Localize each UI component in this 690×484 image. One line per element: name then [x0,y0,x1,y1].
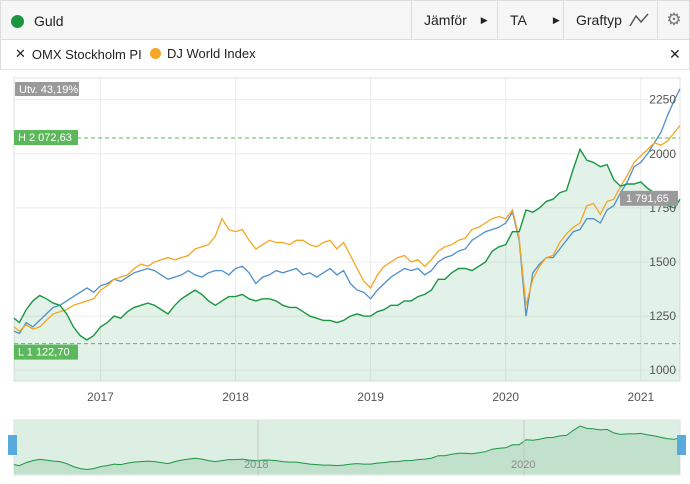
x-tick-label: 2019 [357,390,384,404]
remove-icon[interactable]: ✕ [15,46,26,61]
navigator-label-2020: 2020 [511,459,535,471]
series-line-omx [13,88,681,335]
change-label: Utv. 43,19% [19,84,78,96]
y-tick-label: 2250 [649,93,676,107]
charttype-label: Graftyp [576,12,622,28]
series-line-gold [13,147,681,341]
line-chart-icon [629,13,649,27]
ta-label: TA [510,12,527,28]
grid [14,78,680,381]
gear-icon[interactable]: ⚙ [657,1,690,39]
x-tick-label: 2020 [492,390,519,404]
compare-legend: ✕ OMX Stockholm PI DJ World Index ✕ [0,40,690,70]
legend-label-omx: OMX Stockholm PI [31,46,142,62]
caret-right-icon: ▶ [480,14,488,25]
y-tick-label: 1000 [649,363,676,377]
navigator-line [13,425,681,471]
navigator-label-2018: 2018 [244,459,268,471]
navigator-area-fill [14,426,680,474]
y-tick-label: 1500 [649,255,676,269]
series-line-dj [13,125,681,333]
caret-right-icon: ▶ [552,14,560,25]
legend-item-omx[interactable]: ✕ OMX Stockholm PI [15,46,142,62]
asset-color-dot [11,14,24,28]
navigator-selection[interactable] [14,420,680,475]
legend-dot-dj [150,48,161,59]
plot-frame [13,77,681,382]
navigator-right-handle[interactable] [677,435,686,455]
high-badge: H 2 072,63 [14,130,78,146]
compare-button[interactable]: Jämför ▶ [411,1,497,39]
gold-area-fill [14,149,680,381]
close-icon[interactable]: ✕ [669,46,681,62]
chart-toolbar: Guld Jämför ▶ TA ▶ Graftyp ⚙ [0,0,690,40]
legend-label-dj: DJ World Index [167,46,256,61]
legend-item-dj[interactable]: DJ World Index [150,46,256,61]
last-price-badge: 1 791,65 [620,190,678,206]
x-axis-ticks: 2017 2018 2019 2020 2021 [87,390,654,404]
navigator[interactable]: 2018 2020 [8,419,686,476]
low-badge: L 1 122,70 [14,344,78,360]
navigator-left-handle[interactable] [8,435,17,455]
change-badge: Utv. 43,19% [15,82,79,96]
low-label: L 1 122,70 [18,347,70,359]
charttype-button[interactable]: Graftyp [563,1,657,39]
asset-name: Guld [34,13,64,29]
compare-label: Jämför [424,12,467,28]
x-tick-label: 2018 [222,390,249,404]
y-tick-label: 1250 [649,309,676,323]
asset-selector[interactable]: Guld [11,11,64,31]
last-price-label: 1 791,65 [626,193,669,205]
x-tick-label: 2021 [627,390,654,404]
ta-button[interactable]: TA ▶ [497,1,563,39]
y-tick-label: 2000 [649,147,676,161]
high-label: H 2 072,63 [18,132,72,144]
x-tick-label: 2017 [87,390,114,404]
